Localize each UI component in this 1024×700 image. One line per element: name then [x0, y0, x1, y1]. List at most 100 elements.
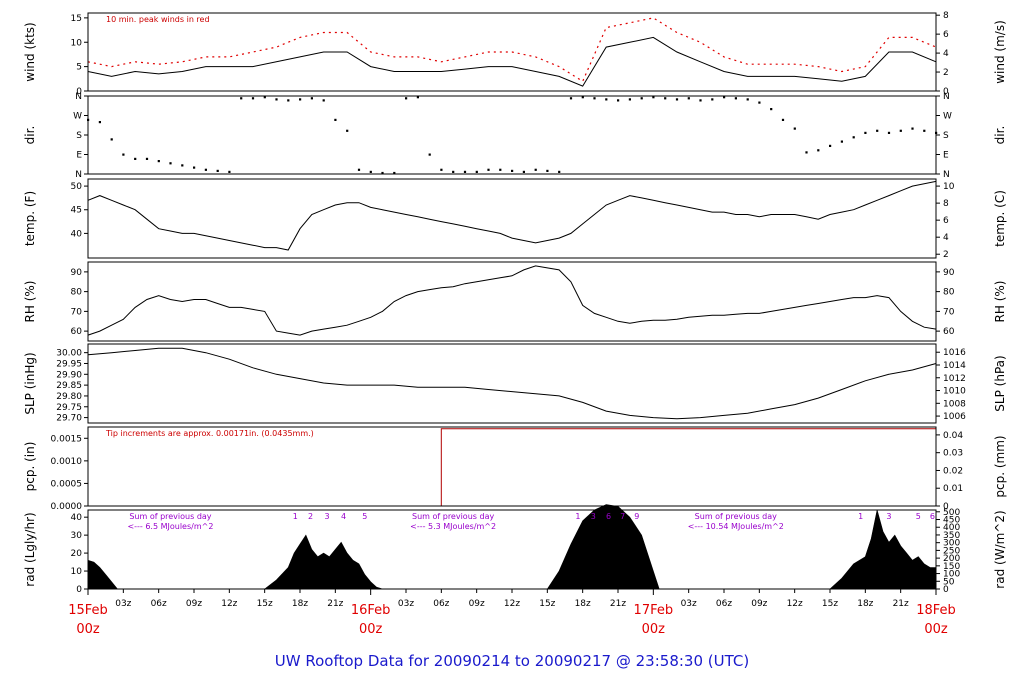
y-tick-label-right: 0.04 — [943, 431, 963, 441]
hour-marker: 1 — [575, 512, 580, 521]
x-tick-label: 03z — [681, 599, 697, 609]
x-tick-label: 18z — [857, 599, 873, 609]
wind-direction-point — [852, 136, 855, 139]
panel-rad: 010203040050100150200250300350400450500r… — [23, 504, 1007, 595]
precipitation-line — [88, 428, 936, 507]
y-tick-label-left: 0 — [76, 585, 82, 595]
wind-direction-point — [723, 96, 726, 99]
x-tick-label: 15z — [539, 599, 555, 609]
y-axis-label-right: SLP (hPa) — [993, 355, 1007, 411]
y-tick-label-left: 0.0010 — [51, 457, 83, 467]
y-tick-label-left: 29.95 — [56, 359, 82, 369]
x-tick-label: 06z — [151, 599, 167, 609]
x-day-date: 16Feb — [351, 603, 391, 618]
wind-direction-point — [593, 97, 596, 100]
y-tick-label-left: 10 — [71, 567, 83, 577]
y-axis-label-left: wind (kts) — [23, 22, 37, 81]
x-tick-label: 21z — [327, 599, 343, 609]
y-tick-label-left: 50 — [71, 182, 83, 192]
hour-marker: 7 — [620, 512, 625, 521]
y-tick-label-right: 8 — [943, 199, 949, 209]
y-tick-label-right: 450 — [943, 516, 960, 526]
chart-title: UW Rooftop Data for 20090214 to 20090217… — [275, 652, 749, 670]
y-tick-label-right: 300 — [943, 539, 960, 549]
day-sum-value: <--- 6.5 MJoules/m^2 — [127, 522, 213, 531]
panel-frame — [87, 426, 937, 507]
wind-peak-line — [87, 17, 937, 83]
y-tick-label-right: 80 — [943, 288, 955, 298]
hour-marker: 9 — [634, 512, 639, 521]
y-tick-label-right: 150 — [943, 562, 960, 572]
x-tick-label: 06z — [433, 599, 449, 609]
wind-direction-point — [157, 160, 160, 163]
wind-direction-point — [145, 157, 149, 160]
x-day-date: 15Feb — [68, 603, 108, 618]
wind-direction-point — [617, 99, 620, 102]
y-tick-label-right: 0.03 — [943, 449, 963, 459]
wind-direction-point — [463, 170, 467, 173]
y-tick-label-right: 0.01 — [943, 484, 963, 494]
rh-line — [87, 265, 937, 336]
x-tick-label: 21z — [893, 599, 909, 609]
wind-direction-point — [299, 98, 302, 101]
y-tick-label-left: 29.70 — [56, 414, 82, 424]
wind-direction-point — [110, 138, 113, 141]
y-tick-label-right: 70 — [943, 307, 955, 317]
y-tick-label-right: 8 — [943, 11, 949, 21]
y-tick-label-left: 0.0000 — [51, 502, 83, 512]
wind-direction-point — [581, 96, 584, 99]
y-tick-label-left: E — [76, 151, 82, 161]
wind-direction-point — [923, 129, 926, 132]
hour-marker: 6 — [606, 512, 611, 521]
wind-direction-point — [899, 129, 902, 132]
wind-direction-point — [652, 96, 655, 99]
wind-direction-point — [558, 170, 561, 173]
wind-direction-point — [605, 98, 608, 101]
y-tick-label-right: 500 — [943, 508, 960, 518]
wind-direction-point — [134, 157, 137, 160]
wind-direction-point — [511, 169, 514, 172]
y-tick-label-right: 2 — [943, 68, 949, 78]
wind-direction-point — [770, 108, 773, 111]
wind-direction-point — [369, 170, 372, 173]
x-tick-label: 03z — [115, 599, 131, 609]
wind-direction-point — [346, 129, 349, 132]
hour-marker: 5 — [362, 512, 367, 521]
y-tick-label-right: 4 — [943, 49, 949, 59]
wind-direction-point — [204, 168, 207, 171]
y-tick-label-left: 90 — [71, 268, 83, 278]
wind-direction-point — [734, 97, 737, 100]
y-tick-label-right: 0 — [943, 87, 949, 97]
wind-direction-point — [675, 98, 679, 101]
y-tick-label-right: 1012 — [943, 374, 966, 384]
y-tick-label-right: E — [943, 151, 949, 161]
y-tick-label-right: 1016 — [943, 348, 966, 358]
y-tick-label-left: 5 — [76, 63, 82, 73]
wind-line — [87, 36, 937, 87]
day-sum-label: Sum of previous day — [129, 512, 211, 521]
hour-marker: 1 — [293, 512, 298, 521]
x-tick-label: 12z — [787, 599, 803, 609]
wind-direction-point — [499, 168, 502, 171]
wind-direction-point — [864, 131, 867, 134]
y-tick-label-right: 6 — [943, 216, 949, 226]
x-tick-label: 18z — [292, 599, 308, 609]
hour-marker: 1 — [858, 512, 863, 521]
wind-direction-point — [487, 168, 490, 171]
x-tick-label: 09z — [186, 599, 202, 609]
wind-direction-point — [546, 169, 549, 172]
wind-direction-point — [181, 164, 184, 167]
day-sum-value: <--- 10.54 MJoules/m^2 — [688, 522, 784, 531]
wind-direction-point — [322, 99, 325, 102]
y-tick-label-right: N — [943, 92, 950, 102]
y-tick-label-left: S — [76, 131, 82, 141]
wind-direction-point — [416, 96, 419, 99]
wind-direction-point — [452, 170, 455, 173]
panel-rh: 60 70 80 90 60 70 80 90 RH (%) RH (%) — [23, 261, 1007, 342]
day-sum-label: Sum of previous day — [412, 512, 494, 521]
y-tick-label-right: 0.02 — [943, 466, 963, 476]
x-tick-label: 06z — [716, 599, 732, 609]
temp-line — [87, 180, 937, 251]
